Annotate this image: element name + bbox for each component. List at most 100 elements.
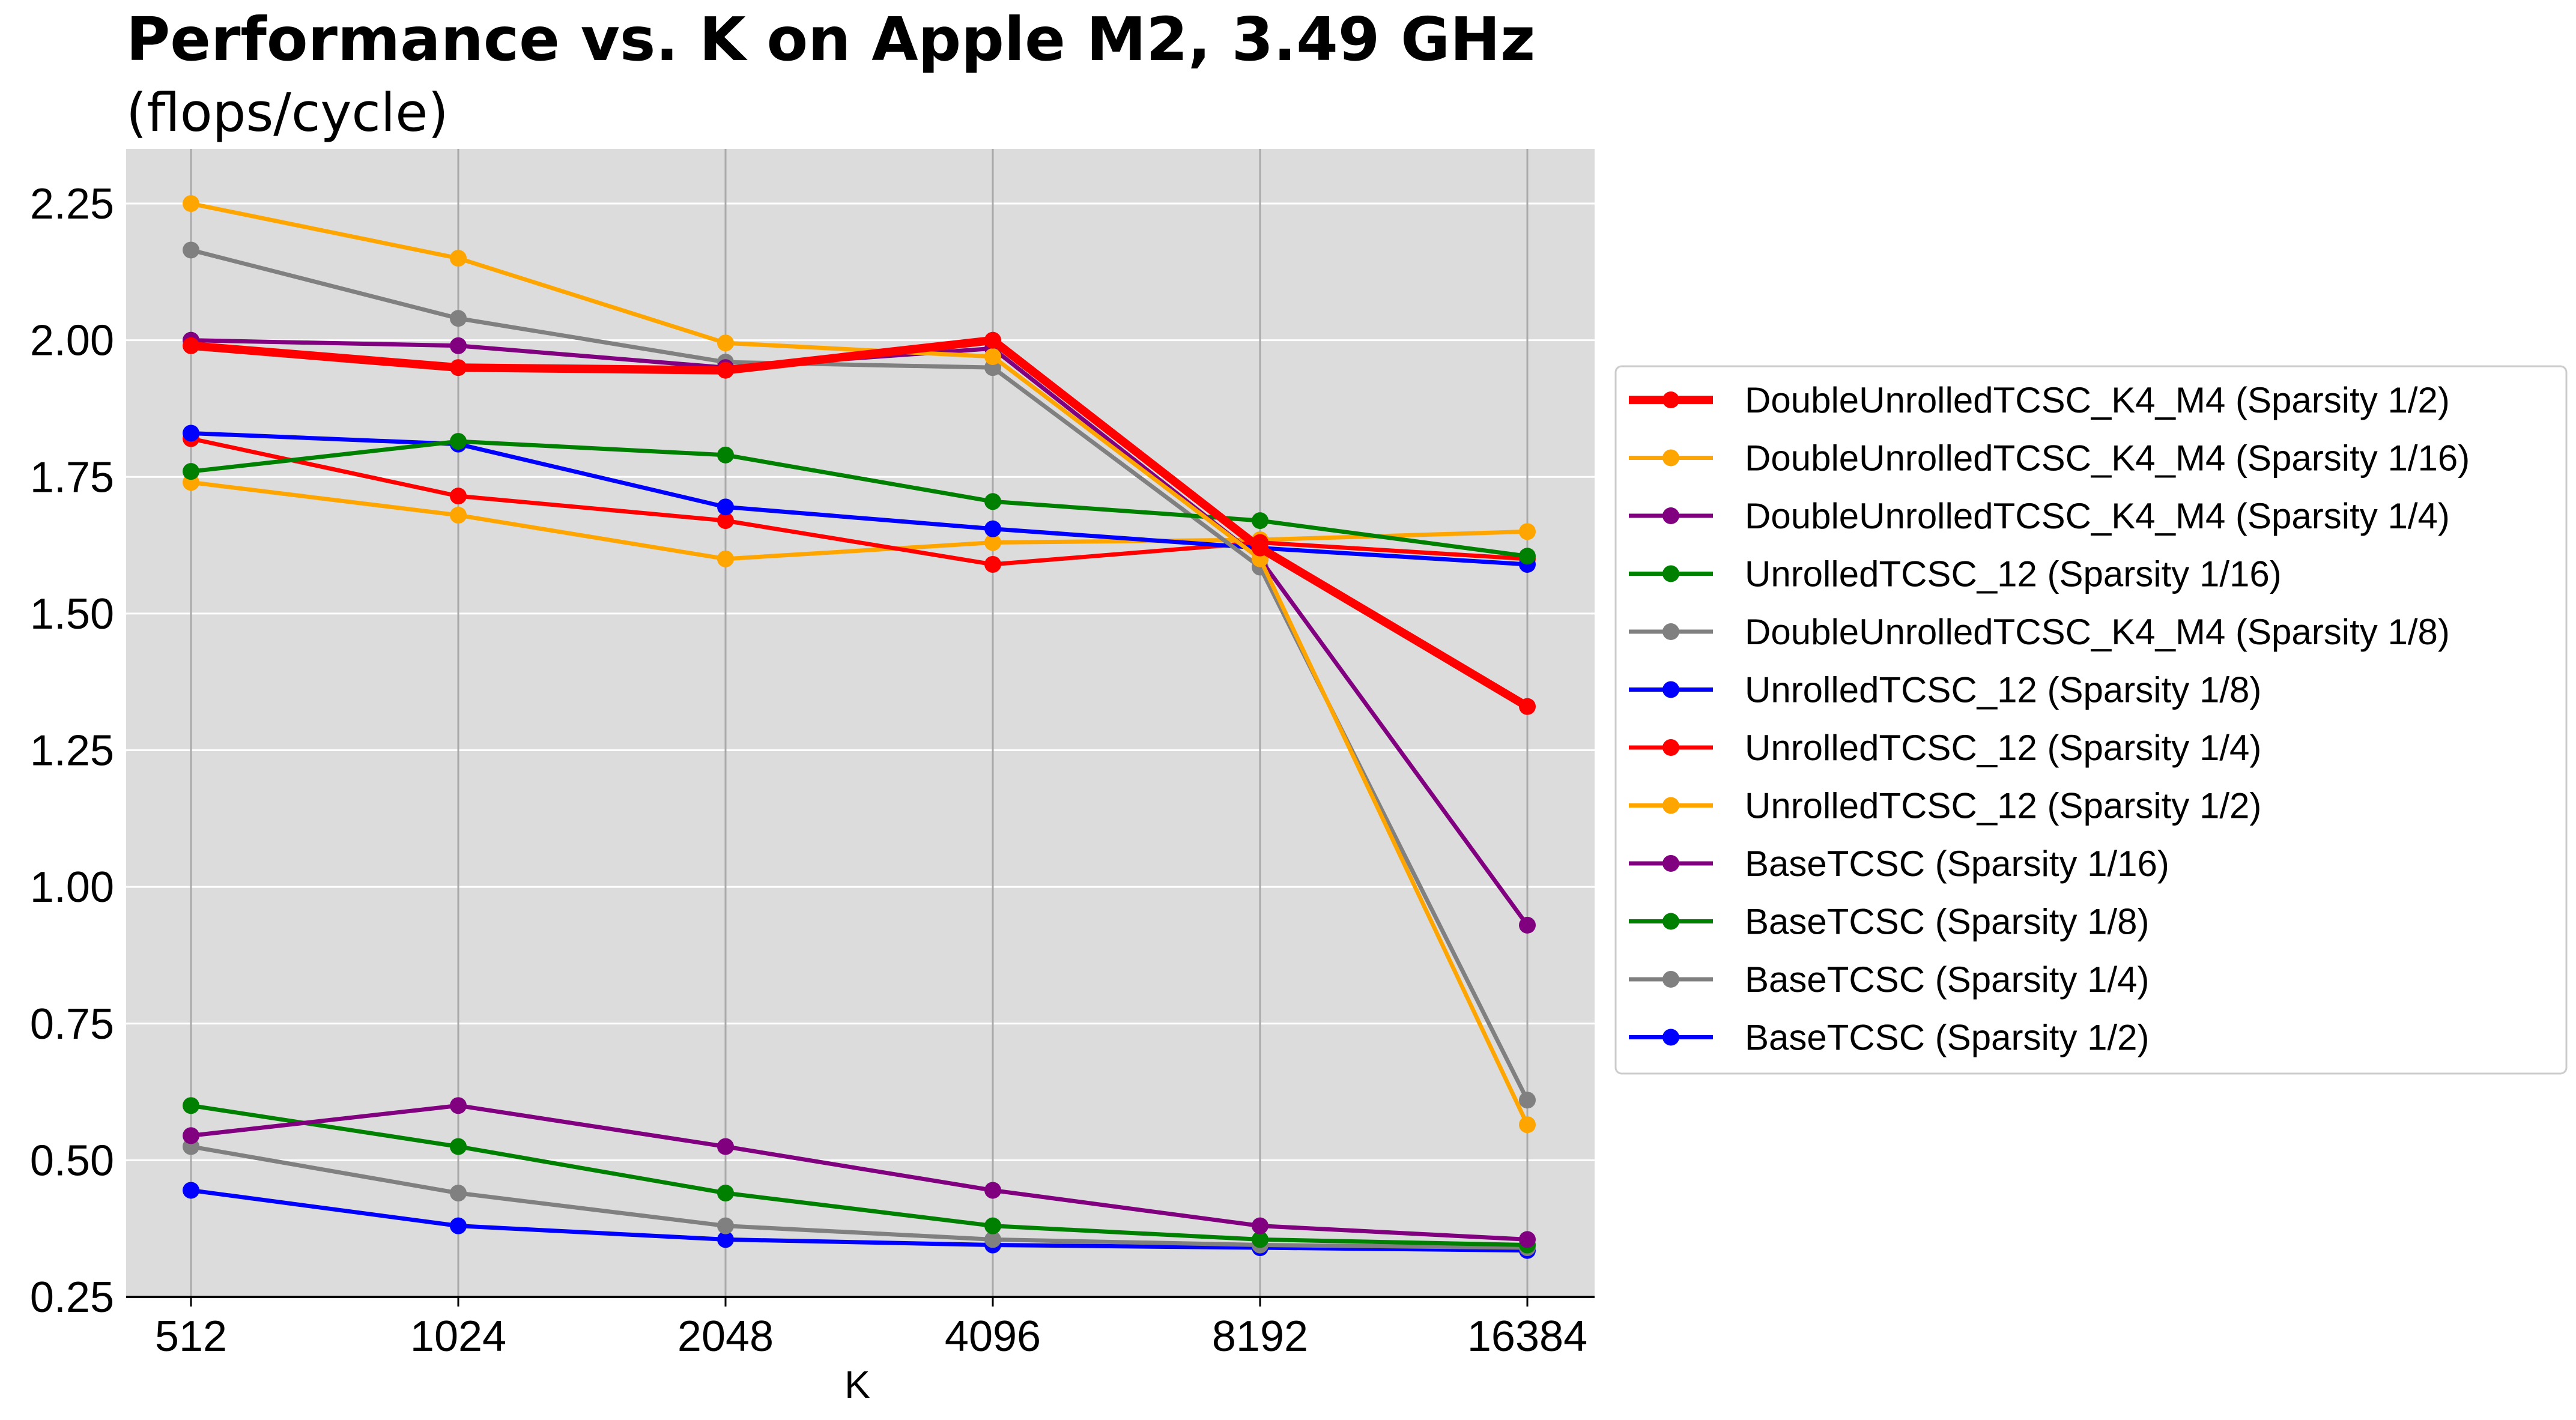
legend-marker: [1662, 565, 1679, 582]
x-tick-label: 2048: [677, 1313, 774, 1361]
data-point: [450, 507, 467, 524]
data-point: [717, 550, 734, 567]
data-point: [984, 493, 1001, 510]
legend-item: UnrolledTCSC_12 (Sparsity 1/4): [1629, 728, 2261, 768]
y-tick-label: 1.75: [30, 453, 114, 501]
data-point: [1252, 539, 1268, 557]
legend-label: BaseTCSC (Sparsity 1/4): [1745, 959, 2150, 1000]
legend-marker: [1662, 681, 1679, 698]
y-tick-label: 2.00: [30, 317, 114, 365]
legend-item: BaseTCSC (Sparsity 1/16): [1629, 844, 2169, 884]
data-point: [183, 195, 199, 213]
y-tick-label: 0.75: [30, 1000, 114, 1048]
axes: 0.25 0.50 0.75 1.00 1.25 1.50 1.75 2.00 2.25 512 1…: [30, 180, 1595, 1361]
x-tick-label: 4096: [945, 1313, 1041, 1361]
data-point: [1519, 1092, 1536, 1109]
legend-label: UnrolledTCSC_12 (Sparsity 1/4): [1745, 728, 2261, 768]
data-point: [183, 424, 199, 442]
data-point: [450, 1217, 467, 1234]
legend-marker: [1662, 623, 1679, 640]
legend-marker: [1662, 391, 1679, 408]
data-point: [1519, 548, 1536, 565]
data-point: [984, 1231, 1001, 1248]
series-line: [190, 201, 1530, 1126]
data-point: [717, 498, 734, 516]
series-layer: [183, 195, 1536, 1259]
legend-item: DoubleUnrolledTCSC_K4_M4 (Sparsity 1/8): [1629, 612, 2450, 652]
data-point: [1519, 916, 1536, 934]
y-tick-label: 2.25: [30, 180, 114, 228]
legend-item: BaseTCSC (Sparsity 1/2): [1629, 1018, 2150, 1058]
legend-label: UnrolledTCSC_12 (Sparsity 1/16): [1745, 554, 2282, 594]
legend-label: DoubleUnrolledTCSC_K4_M4 (Sparsity 1/16): [1745, 438, 2470, 479]
data-point: [1252, 1217, 1268, 1234]
legend-box: [1614, 365, 2568, 1075]
data-point: [183, 1127, 199, 1144]
y-tick-label: 1.00: [30, 863, 114, 911]
data-point: [450, 1097, 467, 1114]
data-point: [450, 433, 467, 450]
data-point: [984, 534, 1001, 551]
data-point: [717, 446, 734, 464]
data-point: [450, 1185, 467, 1202]
y-tick-label: 0.25: [30, 1273, 114, 1322]
data-point: [1252, 512, 1268, 530]
data-point: [1519, 1231, 1536, 1248]
data-point: [450, 337, 467, 354]
data-point: [717, 1138, 734, 1155]
legend-marker: [1662, 739, 1679, 756]
data-point: [984, 348, 1001, 365]
series-line: [190, 431, 1528, 567]
series-line: [190, 437, 1528, 567]
series-line: [190, 1144, 1528, 1250]
legend-item: UnrolledTCSC_12 (Sparsity 1/2): [1629, 786, 2261, 826]
legend-marker: [1662, 971, 1679, 988]
legend-label: UnrolledTCSC_12 (Sparsity 1/8): [1745, 670, 2261, 710]
data-point: [1519, 1116, 1536, 1134]
legend-marker: [1662, 855, 1679, 872]
data-point: [984, 331, 1001, 349]
data-point: [984, 1182, 1001, 1199]
legend-label: DoubleUnrolledTCSC_K4_M4 (Sparsity 1/4): [1745, 496, 2450, 536]
data-point: [450, 310, 467, 327]
y-tick-label: 1.50: [30, 590, 114, 638]
legend-item: BaseTCSC (Sparsity 1/4): [1629, 959, 2150, 1000]
data-point: [1519, 698, 1536, 715]
data-point: [984, 555, 1001, 573]
data-point: [717, 1185, 734, 1202]
legend: DoubleUnrolledTCSC_K4_M4 (Sparsity 1/2) D…: [1614, 365, 2568, 1075]
data-point: [717, 334, 734, 352]
series: [183, 331, 1536, 715]
data-point: [183, 1097, 199, 1114]
series-line: [190, 1188, 1528, 1253]
series-line: [190, 1103, 1528, 1248]
x-tick-label: 8192: [1212, 1313, 1308, 1361]
legend-item: DoubleUnrolledTCSC_K4_M4 (Sparsity 1/16): [1629, 438, 2470, 479]
data-point: [450, 359, 467, 376]
x-tick-label: 512: [155, 1313, 227, 1361]
legend-marker: [1662, 913, 1679, 930]
legend-marker: [1662, 797, 1679, 814]
data-point: [450, 250, 467, 267]
data-point: [1252, 1231, 1268, 1248]
data-point: [450, 488, 467, 505]
data-point: [717, 1231, 734, 1248]
series-line: [190, 336, 1530, 710]
legend-label: DoubleUnrolledTCSC_K4_M4 (Sparsity 1/8): [1745, 612, 2450, 652]
legend-marker: [1662, 449, 1679, 467]
series-line: [190, 439, 1528, 558]
chart-subtitle: (flops/cycle): [126, 82, 449, 144]
data-point: [984, 520, 1001, 537]
y-tick-label: 1.25: [30, 727, 114, 775]
legend-label: BaseTCSC (Sparsity 1/8): [1745, 902, 2150, 942]
data-point: [183, 241, 199, 259]
series: [183, 433, 1536, 565]
legend-item: DoubleUnrolledTCSC_K4_M4 (Sparsity 1/2): [1629, 380, 2450, 420]
series-line: [190, 480, 1528, 561]
data-point: [717, 1217, 734, 1234]
data-point: [1519, 523, 1536, 540]
x-tick-label: 1024: [410, 1313, 506, 1361]
x-tick-label: 16384: [1467, 1313, 1587, 1361]
data-point: [984, 1217, 1001, 1234]
